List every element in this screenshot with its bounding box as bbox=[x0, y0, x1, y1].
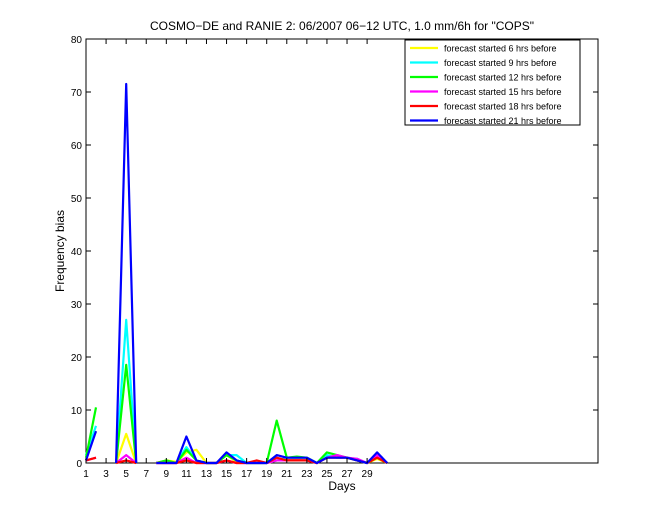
x-tick-label: 5 bbox=[123, 469, 129, 480]
x-tick-label: 19 bbox=[261, 469, 273, 480]
x-tick-label: 1 bbox=[83, 469, 89, 480]
x-tick-label: 25 bbox=[321, 469, 333, 480]
chart-title: COSMO−DE and RANIE 2: 06/2007 06−12 UTC,… bbox=[150, 19, 534, 33]
x-tick-label: 13 bbox=[201, 469, 213, 480]
series-line-3 bbox=[115, 363, 138, 464]
series-line-2 bbox=[115, 318, 138, 464]
legend-label-1: forecast started 6 hrs before bbox=[444, 44, 557, 54]
x-axis-label: Days bbox=[328, 479, 355, 493]
data-lines bbox=[84, 82, 388, 465]
x-tick-label: 7 bbox=[143, 469, 149, 480]
x-tick-label: 9 bbox=[164, 469, 170, 480]
y-axis-label: Frequency bias bbox=[53, 210, 67, 292]
x-tick-label: 15 bbox=[221, 469, 233, 480]
series-line-4 bbox=[115, 454, 137, 464]
legend-label-3: forecast started 12 hrs before bbox=[444, 73, 562, 83]
series-line-3 bbox=[84, 407, 98, 458]
y-tick-label: 10 bbox=[71, 406, 83, 417]
series-line-1 bbox=[115, 432, 138, 464]
y-tick-label: 0 bbox=[76, 459, 82, 470]
legend-label-4: forecast started 15 hrs before bbox=[444, 87, 562, 97]
y-tick-label: 80 bbox=[71, 35, 83, 46]
y-tick-label: 40 bbox=[71, 247, 83, 258]
y-tick-label: 30 bbox=[71, 300, 83, 311]
legend-label-6: forecast started 21 hrs before bbox=[444, 116, 562, 126]
x-tick-label: 23 bbox=[301, 469, 313, 480]
legend: forecast started 6 hrs before forecast st… bbox=[404, 39, 581, 126]
y-tick-label: 20 bbox=[71, 353, 83, 364]
series-line-5 bbox=[85, 456, 97, 462]
y-tick-label: 60 bbox=[71, 141, 83, 152]
y-axis-ticks: 0 10 20 30 40 50 60 70 80 bbox=[71, 35, 598, 470]
legend-label-2: forecast started 9 hrs before bbox=[444, 58, 557, 68]
series-line-6 bbox=[156, 435, 388, 465]
x-tick-label: 21 bbox=[281, 469, 293, 480]
x-tick-label: 17 bbox=[241, 469, 253, 480]
series-line-6 bbox=[84, 430, 98, 461]
legend-label-5: forecast started 18 hrs before bbox=[444, 102, 562, 112]
series-line-6 bbox=[115, 82, 138, 464]
y-tick-label: 70 bbox=[71, 88, 83, 99]
y-tick-label: 50 bbox=[71, 194, 83, 205]
x-tick-label: 27 bbox=[341, 469, 353, 480]
x-tick-label: 3 bbox=[103, 469, 109, 480]
x-tick-label: 29 bbox=[362, 469, 374, 480]
x-tick-label: 11 bbox=[181, 469, 192, 480]
x-axis-ticks: 1 3 5 7 9 11 13 15 17 19 21 23 25 27 29 bbox=[83, 39, 373, 480]
legend-box bbox=[404, 39, 581, 126]
